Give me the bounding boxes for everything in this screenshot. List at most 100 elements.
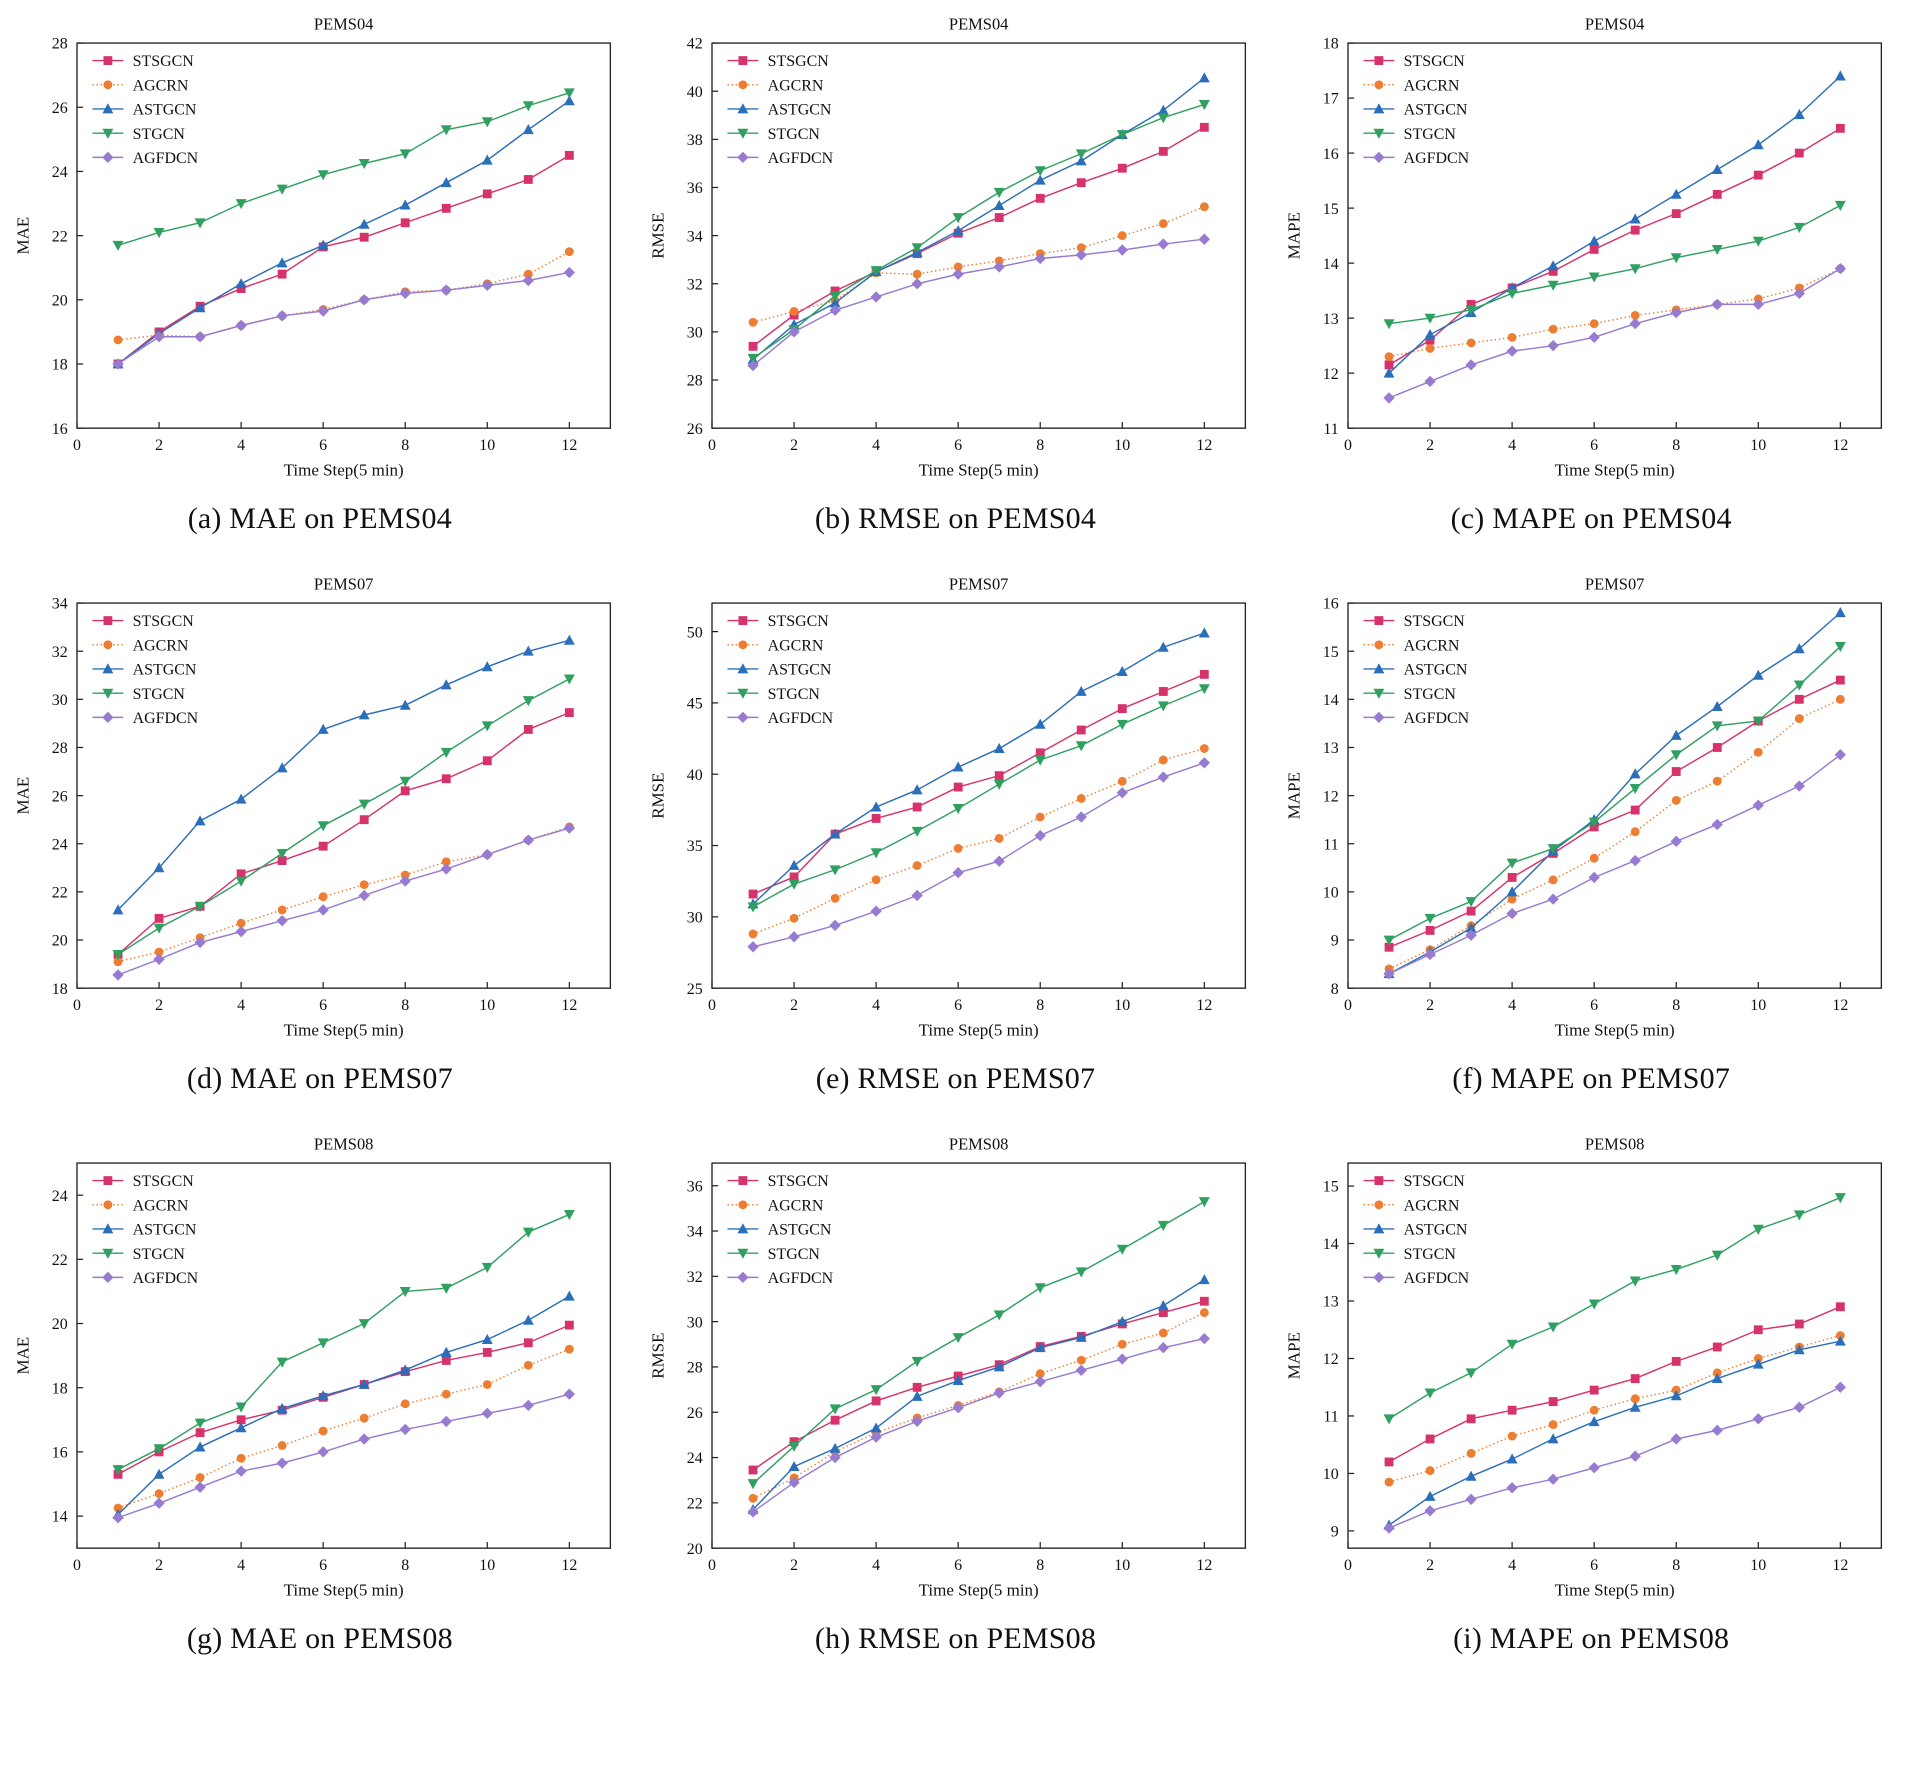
y-tick-label: 36 <box>687 180 703 197</box>
triangle-down-marker <box>912 826 924 837</box>
legend-label: AGCRN <box>768 77 824 94</box>
triangle-down-marker <box>276 848 288 860</box>
x-tick-label: 2 <box>1426 437 1434 454</box>
triangle-down-marker <box>1076 149 1088 160</box>
triangle-down-marker <box>358 1319 370 1330</box>
circle-marker <box>1548 324 1558 334</box>
line-chart-rmse-pems07: 0 2 4 6 8 10 12 25 30 35 40 45 50 PEMS07 Time Step(5 m… <box>649 575 1247 1040</box>
series-stgcn <box>1383 641 1846 946</box>
circle-marker <box>441 1389 451 1399</box>
series-astgcn <box>748 627 1211 909</box>
x-tick-label: 12 <box>1197 997 1213 1014</box>
circle-marker <box>236 1453 246 1463</box>
x-tick-label: 0 <box>1344 1557 1352 1574</box>
square-marker <box>154 913 164 923</box>
diamond-marker <box>994 261 1006 273</box>
triangle-up-marker <box>1629 213 1641 224</box>
circle-marker <box>1507 894 1517 904</box>
triangle-up-marker <box>317 1390 329 1401</box>
square-marker <box>1836 1302 1845 1312</box>
square-marker <box>913 1382 923 1392</box>
series-line <box>753 687 1206 908</box>
triangle-down-marker <box>953 213 965 224</box>
triangle-down-marker <box>1465 897 1477 908</box>
series-agcrn <box>749 202 1210 327</box>
diamond-marker <box>1117 244 1129 256</box>
triangle-up-marker <box>522 1314 534 1325</box>
y-tick-label: 14 <box>1323 256 1339 273</box>
x-tick-label: 4 <box>1508 437 1516 454</box>
y-axis-label: MAPE <box>1285 212 1304 259</box>
y-tick-label: 34 <box>687 1224 703 1241</box>
x-tick-label: 4 <box>237 1557 245 1574</box>
triangle-up-marker <box>1076 1331 1088 1342</box>
circle-marker <box>1754 1354 1763 1363</box>
circle-marker <box>1374 1200 1384 1210</box>
series-agcrn <box>113 1344 574 1513</box>
x-tick-label: 4 <box>1508 1557 1516 1574</box>
circle-marker <box>195 1473 205 1482</box>
triangle-down-marker <box>1035 166 1047 177</box>
chart-cell-mae-pems08: 0 2 4 6 8 10 12 14 16 18 20 22 24 PEMS08 Time Step(5 m… <box>2 1126 638 1686</box>
square-marker <box>1374 56 1384 65</box>
legend-label: AGCRN <box>1404 637 1460 654</box>
x-tick-label: 12 <box>561 1557 577 1574</box>
diamond-marker <box>788 931 801 943</box>
diamond-marker <box>829 919 842 932</box>
square-marker <box>1589 244 1599 254</box>
circle-marker <box>523 1360 533 1370</box>
triangle-up-marker <box>1199 627 1211 638</box>
diamond-marker <box>102 711 114 724</box>
series-line <box>117 1393 570 1519</box>
legend-label: STGCN <box>132 1246 185 1263</box>
square-marker <box>277 269 287 279</box>
legend-item-astgcn: ASTGCN <box>1363 1222 1468 1239</box>
legend: STSGCN AGCRN ASTGCN STGCN AGFDCN <box>1363 1173 1470 1287</box>
x-tick-label: 10 <box>479 997 495 1014</box>
square-marker <box>1118 163 1128 173</box>
series-line <box>753 206 1206 324</box>
triangle-down-marker <box>912 243 924 254</box>
legend-label: ASTGCN <box>1404 662 1468 679</box>
series-astgcn <box>112 1290 575 1519</box>
chart-title: PEMS07 <box>1585 575 1645 594</box>
triangle-down-marker <box>1506 288 1518 300</box>
diamond-marker <box>112 969 124 981</box>
legend-item-agcrn: AGCRN <box>92 77 189 94</box>
circle-marker <box>1200 202 1210 212</box>
diamond-marker <box>153 953 165 965</box>
series-line <box>1388 1340 1841 1526</box>
triangle-down-marker <box>1670 253 1682 264</box>
legend-label: STSGCN <box>768 613 830 630</box>
series-agfdcn <box>747 1332 1211 1518</box>
chart-title: PEMS07 <box>949 575 1009 594</box>
series-line <box>117 271 570 365</box>
circle-marker <box>1374 80 1384 90</box>
triangle-down-marker <box>358 799 370 810</box>
diamond-marker <box>563 1388 575 1400</box>
legend-label: ASTGCN <box>768 102 832 119</box>
x-tick-label: 2 <box>1426 997 1434 1014</box>
legend-item-stsgcn: STSGCN <box>1363 53 1465 70</box>
triangle-down-marker <box>1629 783 1641 795</box>
y-tick-label: 18 <box>52 1380 68 1397</box>
chart-title: PEMS08 <box>949 1135 1009 1154</box>
square-marker <box>564 1320 574 1330</box>
triangle-down-marker <box>317 170 329 181</box>
diamond-marker <box>440 284 452 296</box>
diamond-marker <box>1076 811 1088 823</box>
triangle-down-marker <box>1199 684 1211 695</box>
triangle-up-marker <box>953 761 965 772</box>
y-tick-label: 16 <box>1323 146 1339 163</box>
legend-item-agcrn: AGCRN <box>1363 77 1460 94</box>
square-marker <box>1795 694 1804 704</box>
circle-marker <box>1466 338 1476 348</box>
y-tick-label: 24 <box>52 1188 68 1205</box>
triangle-up-marker <box>1035 1342 1047 1353</box>
triangle-down-marker <box>912 1356 924 1367</box>
square-marker <box>1795 1319 1804 1329</box>
y-tick-label: 34 <box>52 596 68 613</box>
series-line <box>753 1300 1206 1471</box>
square-marker <box>236 869 246 879</box>
triangle-down-marker <box>1629 1276 1641 1287</box>
